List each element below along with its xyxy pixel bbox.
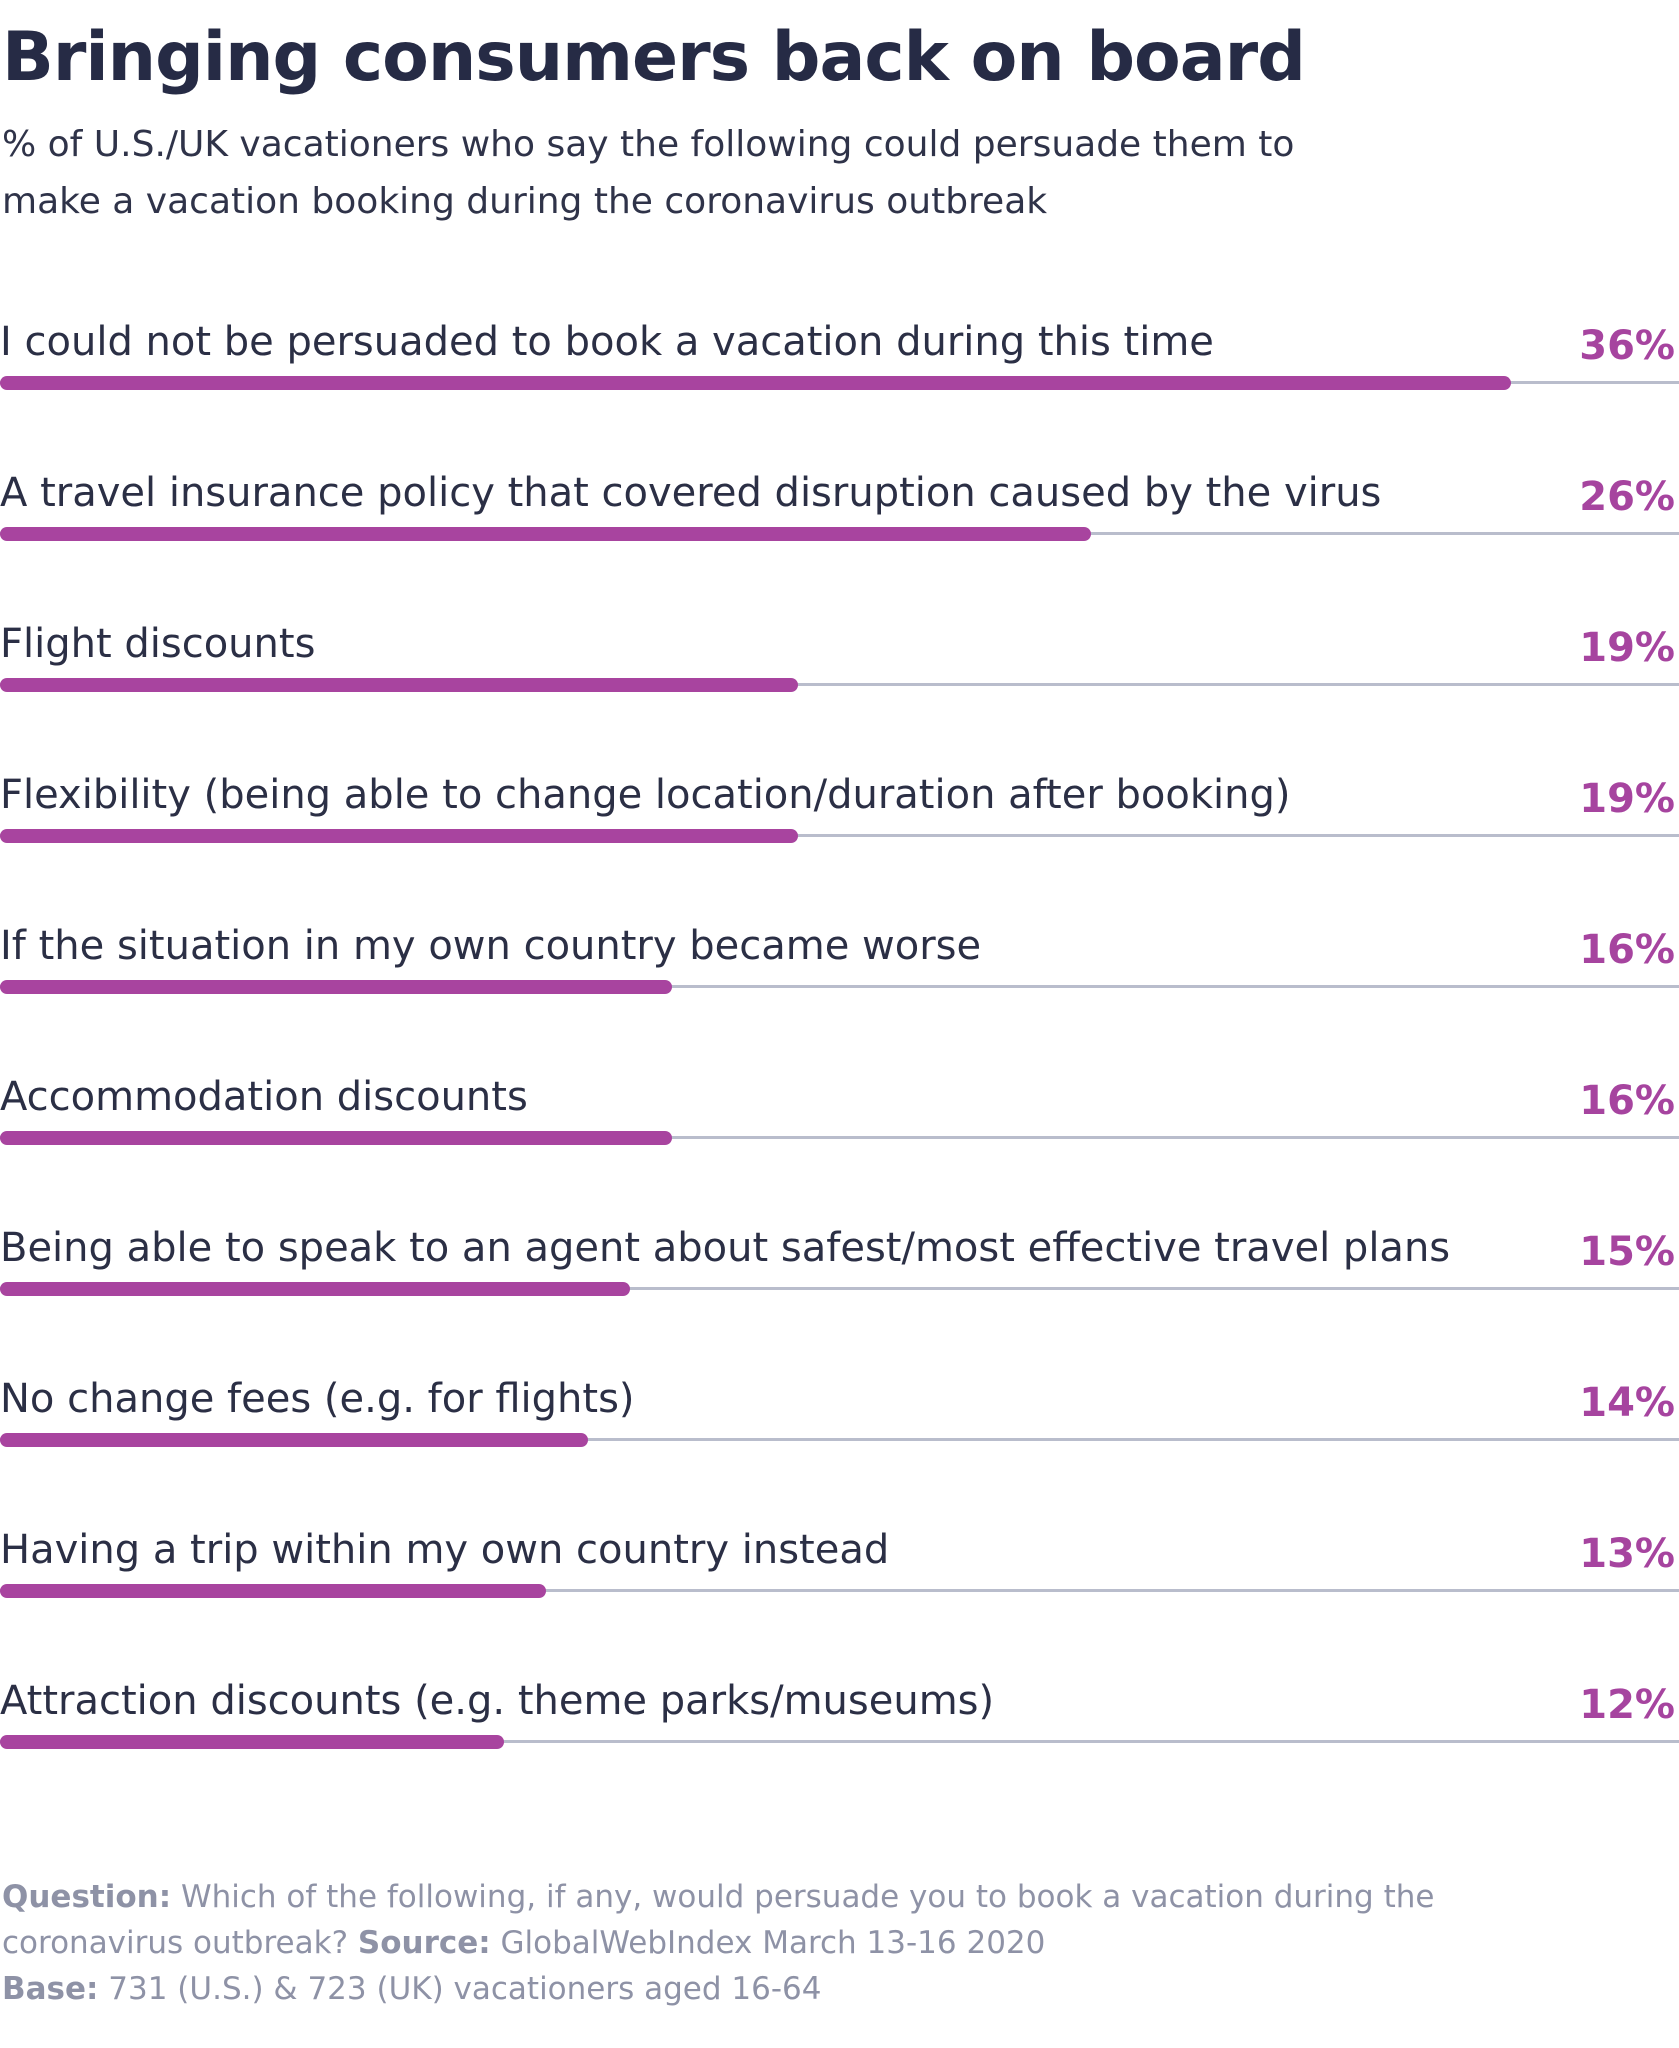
value-label: 36% — [1579, 323, 1675, 369]
source-text: GlobalWebIndex March 13-16 2020 — [490, 1925, 1046, 1961]
bar — [0, 1282, 630, 1296]
chart-subtitle: % of U.S./UK vacationers who say the fol… — [2, 116, 1402, 230]
value-label: 16% — [1579, 927, 1675, 973]
bar — [0, 376, 1511, 390]
base-label: Base: — [2, 1971, 99, 2007]
bar — [0, 1131, 672, 1145]
bar-track — [0, 985, 1679, 988]
source-label: Source: — [357, 1925, 491, 1961]
bar-row: If the situation in my own country becam… — [0, 918, 1679, 1028]
bar — [0, 829, 798, 843]
bar — [0, 1735, 504, 1749]
footnote: Question: Which of the following, if any… — [2, 1874, 1502, 2012]
chart-title: Bringing consumers back on board — [2, 18, 1306, 97]
bar — [0, 1433, 588, 1447]
bar — [0, 527, 1091, 541]
bar-row: A travel insurance policy that covered d… — [0, 465, 1679, 575]
bar — [0, 980, 672, 994]
value-label: 26% — [1579, 474, 1675, 520]
bar-row: No change fees (e.g. for flights) 14% — [0, 1371, 1679, 1481]
category-label: I could not be persuaded to book a vacat… — [0, 319, 1214, 365]
question-label: Question: — [2, 1879, 172, 1915]
bar-track — [0, 1287, 1679, 1290]
bar-row: Accommodation discounts 16% — [0, 1069, 1679, 1179]
subtitle-line-2: make a vacation booking during the coron… — [2, 181, 1048, 222]
value-label: 12% — [1579, 1682, 1675, 1728]
bar-track — [0, 1136, 1679, 1139]
category-label: Attraction discounts (e.g. theme parks/m… — [0, 1678, 995, 1724]
category-label: Flight discounts — [0, 621, 316, 667]
value-label: 19% — [1579, 776, 1675, 822]
bar-row: Having a trip within my own country inst… — [0, 1522, 1679, 1632]
bar — [0, 1584, 546, 1598]
bar-row: Attraction discounts (e.g. theme parks/m… — [0, 1673, 1679, 1783]
bar-row: Flight discounts 19% — [0, 616, 1679, 726]
bar-row: Being able to speak to an agent about sa… — [0, 1220, 1679, 1330]
bar-row: Flexibility (being able to change locati… — [0, 767, 1679, 877]
category-label: Accommodation discounts — [0, 1074, 528, 1120]
category-label: Having a trip within my own country inst… — [0, 1527, 890, 1573]
value-label: 13% — [1579, 1531, 1675, 1577]
value-label: 19% — [1579, 625, 1675, 671]
category-label: Being able to speak to an agent about sa… — [0, 1225, 1451, 1271]
bar-track — [0, 1589, 1679, 1592]
category-label: A travel insurance policy that covered d… — [0, 470, 1382, 516]
value-label: 14% — [1579, 1380, 1675, 1426]
subtitle-line-1: % of U.S./UK vacationers who say the fol… — [2, 124, 1295, 165]
bar-track — [0, 1438, 1679, 1441]
bar-track — [0, 1740, 1679, 1743]
bar-track — [0, 683, 1679, 686]
value-label: 16% — [1579, 1078, 1675, 1124]
category-label: No change fees (e.g. for flights) — [0, 1376, 635, 1422]
bar — [0, 678, 798, 692]
value-label: 15% — [1579, 1229, 1675, 1275]
question-text: Which of the following, if any, would pe… — [2, 1879, 1435, 1961]
bar-row: I could not be persuaded to book a vacat… — [0, 314, 1679, 424]
bar-track — [0, 834, 1679, 837]
category-label: If the situation in my own country becam… — [0, 923, 982, 969]
base-text: 731 (U.S.) & 723 (UK) vacationers aged 1… — [98, 1971, 822, 2007]
category-label: Flexibility (being able to change locati… — [0, 772, 1291, 818]
